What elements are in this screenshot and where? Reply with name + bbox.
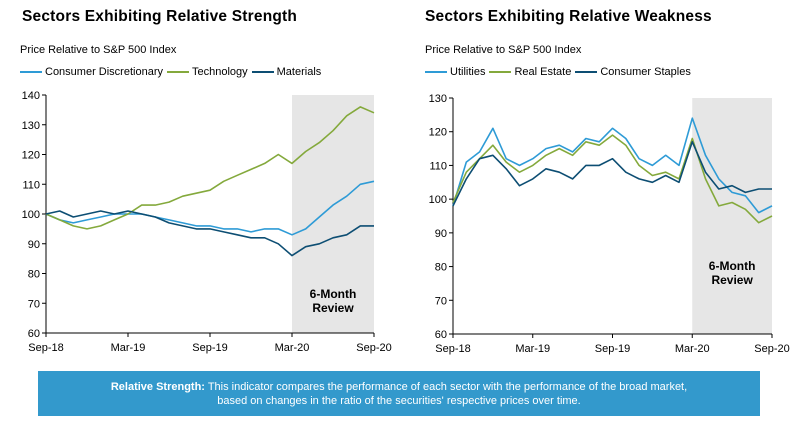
caption-line-1: Relative Strength: This indicator compar… xyxy=(38,380,760,394)
review-label-line-2: Review xyxy=(711,273,753,287)
legend-label: Consumer Discretionary xyxy=(45,66,163,78)
series-line-real-estate xyxy=(452,134,773,224)
x-tick-label: Sep-18 xyxy=(28,342,63,354)
y-tick-label: 70 xyxy=(28,298,40,310)
series-line-technology xyxy=(45,106,375,230)
weakness-subtitle: Price Relative to S&P 500 Index xyxy=(425,44,582,56)
legend-label: Utilities xyxy=(450,66,486,78)
legend-item-technology: Technology xyxy=(166,66,248,78)
y-tick-label: 140 xyxy=(22,90,40,102)
strength-panel: 60 70 80 90 100 110 120 130 140 Sep-18 Mar-19 Sep-1… xyxy=(0,0,400,365)
legend-swatch xyxy=(20,71,42,73)
legend-item-utilities: Utilities xyxy=(425,66,485,78)
caption-text-1: This indicator compares the performance … xyxy=(207,380,688,393)
legend-swatch xyxy=(251,71,274,73)
legend-swatch xyxy=(575,71,598,73)
y-tick-label: 120 xyxy=(429,127,447,139)
review-label-line-2: Review xyxy=(312,301,354,315)
x-tick-label: Sep-19 xyxy=(595,343,630,355)
legend-label: Real Estate xyxy=(514,66,572,78)
series-line-materials xyxy=(45,210,374,257)
definition-caption: Relative Strength: This indicator compar… xyxy=(38,371,760,416)
x-tick-label: Mar-20 xyxy=(675,343,710,355)
x-tick-label: Sep-18 xyxy=(435,343,470,355)
legend-label: Consumer Staples xyxy=(600,66,691,78)
weakness-title: Sectors Exhibiting Relative Weakness xyxy=(425,8,712,25)
review-label-line-1: 6-Month xyxy=(310,287,357,301)
y-tick-label: 80 xyxy=(28,269,40,281)
x-tick-label: Mar-19 xyxy=(111,342,146,354)
caption-label: Relative Strength: xyxy=(110,380,205,393)
legend-swatch xyxy=(166,71,189,73)
strength-legend: Consumer Discretionary Technology Materi… xyxy=(20,66,325,78)
legend-swatch xyxy=(425,71,447,73)
y-tick-label: 60 xyxy=(28,328,40,340)
series-line-consumer-staples xyxy=(452,141,772,207)
x-tick-label: Sep-20 xyxy=(356,342,391,354)
y-tick-label: 100 xyxy=(429,194,447,206)
legend-item-real-estate: Real Estate xyxy=(489,66,571,78)
y-tick-label: 90 xyxy=(435,228,447,240)
legend-item-consumer-staples: Consumer Staples xyxy=(575,66,691,78)
legend-label: Technology xyxy=(191,66,248,78)
legend-label: Materials xyxy=(276,66,322,78)
y-tick-label: 60 xyxy=(435,329,447,341)
review-shading xyxy=(692,98,772,334)
legend-swatch xyxy=(489,71,512,73)
weakness-chart: 60 70 80 90 100 110 120 130 Sep-18 Mar-19 Sep-19 Ma… xyxy=(429,93,790,355)
y-tick-label: 90 xyxy=(28,239,40,251)
review-label-line-1: 6-Month xyxy=(709,259,756,273)
strength-chart: 60 70 80 90 100 110 120 130 140 Sep-18 Mar-19 Sep-1… xyxy=(22,90,392,354)
y-tick-label: 80 xyxy=(435,262,447,274)
caption-text-2: based on changes in the ratio of the sec… xyxy=(217,394,581,407)
y-tick-label: 130 xyxy=(22,120,40,132)
series-line-consumer-discretionary xyxy=(45,180,375,236)
y-tick-label: 120 xyxy=(22,150,40,162)
strength-subtitle: Price Relative to S&P 500 Index xyxy=(20,44,177,56)
y-tick-label: 100 xyxy=(22,209,40,221)
strength-title: Sectors Exhibiting Relative Strength xyxy=(22,8,298,25)
series-line-utilities xyxy=(452,117,773,214)
y-tick-label: 70 xyxy=(435,295,447,307)
x-tick-label: Mar-19 xyxy=(515,343,550,355)
y-tick-label: 110 xyxy=(429,160,447,172)
weakness-panel: 60 70 80 90 100 110 120 130 Sep-18 Mar-19 Sep-19 Ma… xyxy=(400,0,800,365)
y-tick-label: 130 xyxy=(429,93,447,105)
x-tick-label: Sep-19 xyxy=(192,342,227,354)
legend-item-materials: Materials xyxy=(251,66,322,78)
x-tick-label: Sep-20 xyxy=(754,343,789,355)
review-shading xyxy=(292,95,374,333)
legend-item-consumer-discretionary: Consumer Discretionary xyxy=(20,66,163,78)
x-tick-label: Mar-20 xyxy=(275,342,310,354)
y-tick-label: 110 xyxy=(22,179,40,191)
weakness-legend: Utilities Real Estate Consumer Staples xyxy=(425,66,695,78)
